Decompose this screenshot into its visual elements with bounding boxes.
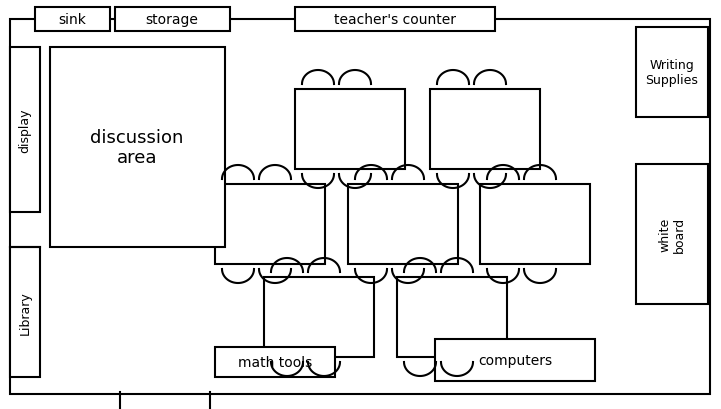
Bar <box>10 48 40 213</box>
Bar <box>435 339 595 381</box>
Text: math tools: math tools <box>238 355 312 369</box>
Text: discussion
area: discussion area <box>90 128 184 167</box>
Bar <box>295 90 405 170</box>
Text: Library: Library <box>19 290 32 334</box>
Bar <box>264 277 374 357</box>
Bar <box>430 90 540 170</box>
Text: teacher's counter: teacher's counter <box>334 13 456 27</box>
Text: white
board: white board <box>658 216 686 252</box>
Text: Writing
Supplies: Writing Supplies <box>645 59 699 87</box>
Bar <box>50 48 225 247</box>
Bar <box>115 8 230 32</box>
Bar <box>215 347 335 377</box>
Bar <box>10 247 40 377</box>
Bar <box>636 164 708 304</box>
Bar <box>348 184 458 264</box>
Bar <box>35 8 110 32</box>
Bar <box>215 184 325 264</box>
Bar <box>636 28 708 118</box>
Bar <box>480 184 590 264</box>
Bar <box>397 277 507 357</box>
Bar <box>295 8 495 32</box>
Text: display: display <box>19 108 32 153</box>
Text: sink: sink <box>58 13 86 27</box>
Text: computers: computers <box>478 353 552 367</box>
Text: storage: storage <box>146 13 198 27</box>
